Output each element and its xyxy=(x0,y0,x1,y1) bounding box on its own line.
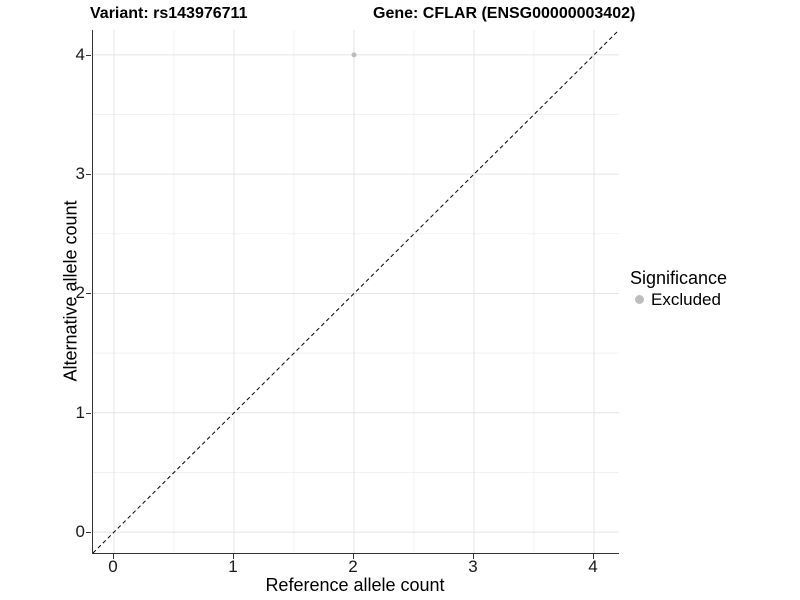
y-tick-label: 1 xyxy=(75,402,85,422)
x-tick-mark xyxy=(113,554,114,559)
y-tick-mark xyxy=(86,54,91,56)
x-tick-mark xyxy=(473,554,475,559)
gene-title: Gene: CFLAR (ENSG00000003402) xyxy=(373,5,636,22)
x-tick-label: 4 xyxy=(588,557,598,576)
legend-title: Significance xyxy=(630,268,728,288)
plot-panel xyxy=(92,30,619,554)
x-tick-mark xyxy=(233,554,234,559)
y-tick-label: 0 xyxy=(75,522,85,542)
x-tick-label: 2 xyxy=(348,557,358,576)
x-tick-label: 0 xyxy=(108,557,118,576)
y-tick-label: 4 xyxy=(75,44,85,64)
variant-title: Variant: rs143976711 xyxy=(90,5,248,22)
y-tick-mark xyxy=(86,293,91,295)
x-tick-label: 3 xyxy=(468,557,478,576)
data-point xyxy=(351,52,357,58)
y-tick-label: 3 xyxy=(75,164,85,184)
x-axis-title: Reference allele count xyxy=(265,575,445,595)
legend: Significance Excluded xyxy=(628,267,727,310)
x-tick-mark xyxy=(593,554,595,559)
y-tick-label: 2 xyxy=(75,283,85,303)
y-tick-mark xyxy=(86,174,91,176)
identity-line xyxy=(93,30,619,553)
x-tick-mark xyxy=(353,554,355,559)
legend-item: Excluded xyxy=(628,289,727,310)
x-tick-label: 1 xyxy=(228,557,238,576)
plot-canvas xyxy=(93,30,619,553)
y-tick-mark xyxy=(86,412,91,414)
y-tick-mark xyxy=(86,532,91,534)
legend-key-dot-icon xyxy=(635,295,644,304)
legend-item-label: Excluded xyxy=(651,290,721,309)
